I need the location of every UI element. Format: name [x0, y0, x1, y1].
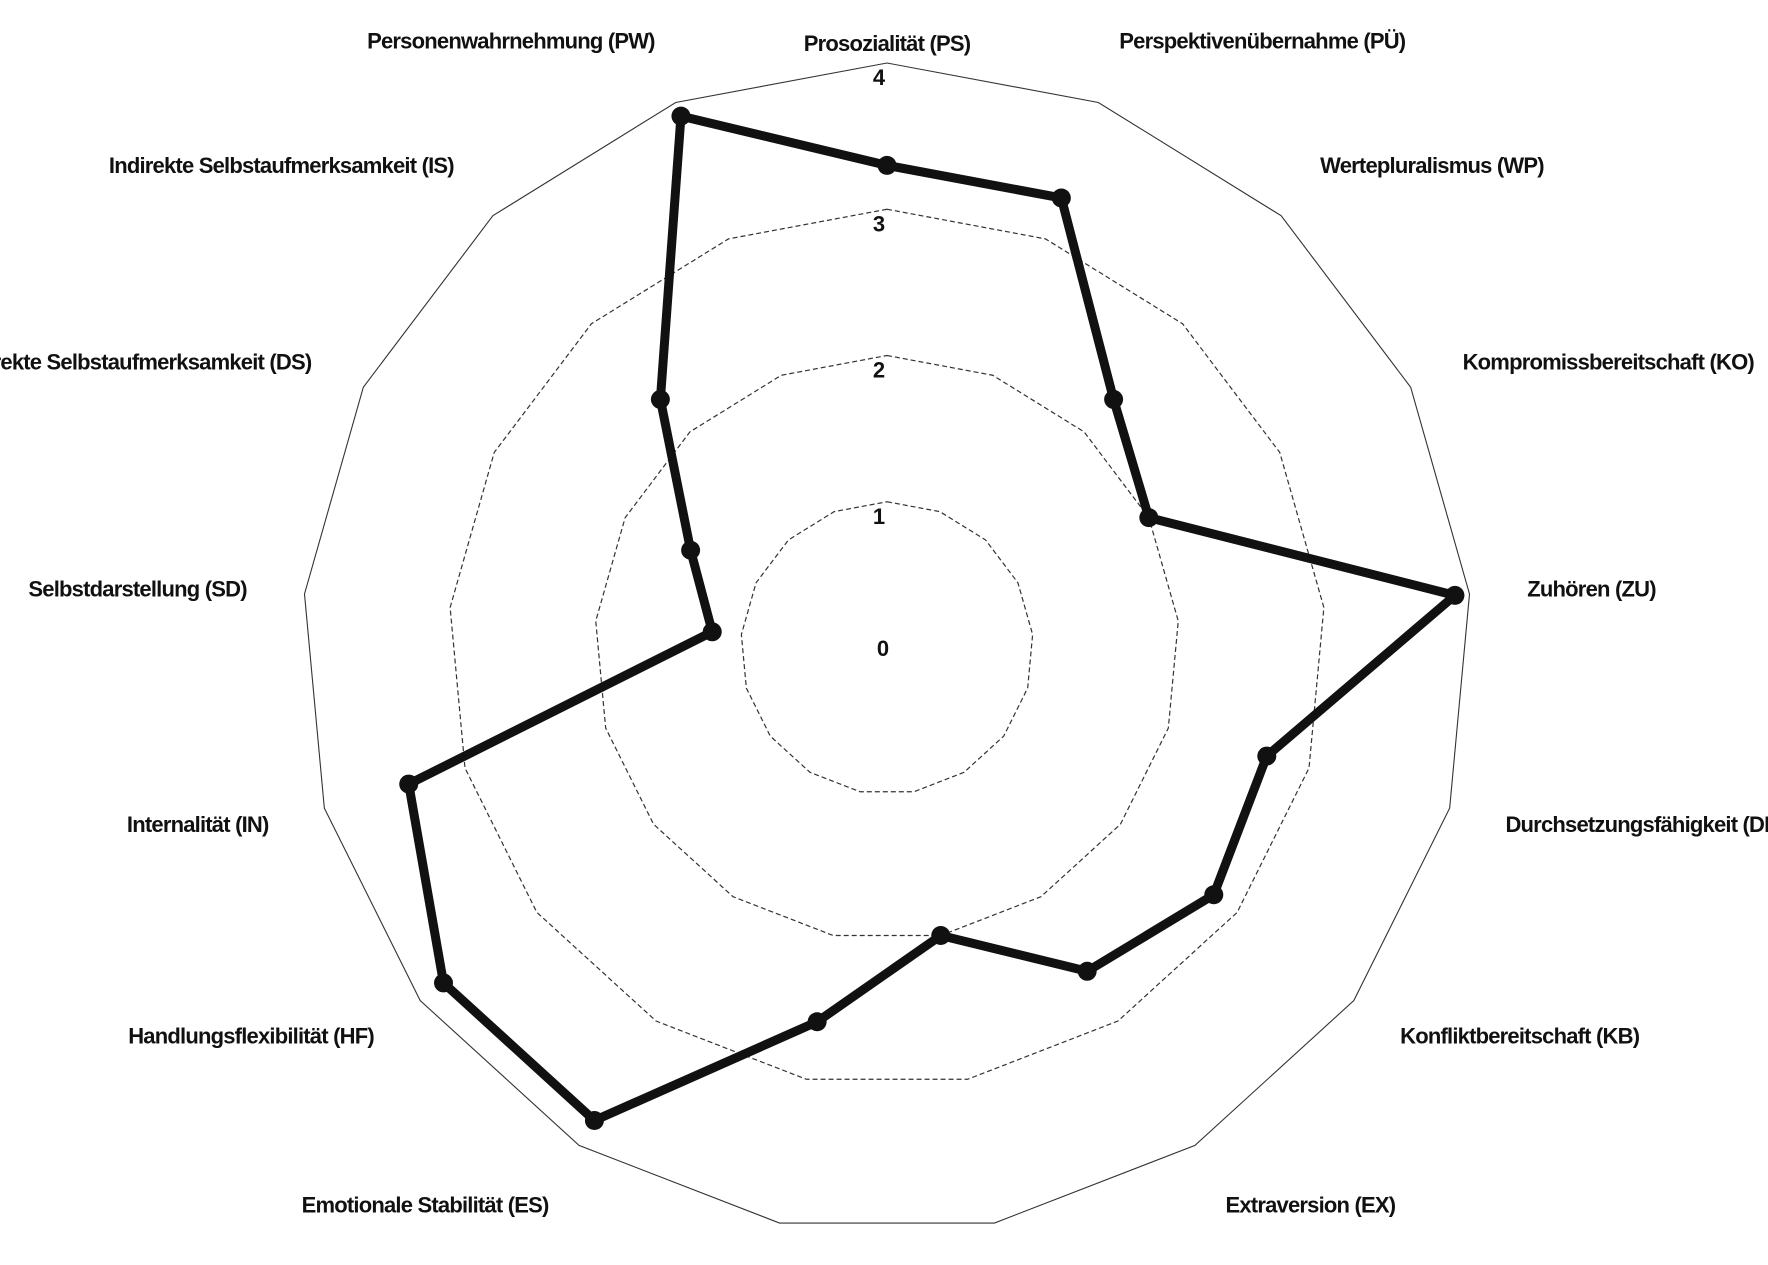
tick-label-4: 4 [873, 65, 886, 90]
axis-label-kompromissbereitschaft-ko: Kompromissbereitschaft (KO) [1463, 349, 1755, 374]
data-point-wertepluralismus-wp [1104, 389, 1124, 409]
axis-label-emotionale-stabilit-t-es: Emotionale Stabilität (ES) [302, 1193, 549, 1218]
data-point-perspektiven-bernahme-p [1051, 188, 1071, 208]
data-point-emotionale-stabilit-t-es [584, 1111, 604, 1131]
axis-label-wertepluralismus-wp: Wertepluralismus (WP) [1320, 153, 1544, 178]
tick-label-3: 3 [873, 211, 885, 236]
data-point-durchsetzungsf-higkeit-df [1257, 746, 1277, 766]
tick-label-1: 1 [873, 504, 885, 529]
data-point-selbstdarstellung-sd [702, 622, 722, 642]
axis-label-perspektiven-bernahme-p: Perspektivenübernahme (PÜ) [1119, 28, 1406, 53]
axis-label-internalit-t-in: Internalität (IN) [127, 812, 269, 837]
data-series [399, 106, 1465, 1131]
data-point-internalit-t-in [399, 774, 419, 794]
grid-ring-1 [740, 501, 1034, 793]
axis-label-selbstdarstellung-sd: Selbstdarstellung (SD) [28, 577, 247, 602]
data-point-indirekte-selbstaufmerksamkeit-is [650, 389, 670, 409]
axis-label-konfliktbereitschaft-kb: Konfliktbereitschaft (KB) [1400, 1023, 1640, 1048]
axis-label-personenwahrnehmung-pw: Personenwahrnehmung (PW) [367, 28, 655, 53]
data-point-extraversion-ex [1077, 961, 1097, 981]
data-point-personenwahrnehmung-pw [671, 106, 691, 126]
data-point-kompromissbereitschaft-ko [1139, 508, 1159, 528]
axis-label-durchsetzungsf-higkeit-df: Durchsetzungsfähigkeit (DF) [1505, 812, 1768, 837]
axis-labels: Prosozialität (PS) Perspektivenübernahme … [0, 28, 1768, 1218]
axis-label-indirekte-selbstaufmerksamkeit-is: Indirekte Selbstaufmerksamkeit (IS) [109, 153, 454, 178]
data-point-handlungsflexibilit-t-hf [434, 973, 454, 993]
grid-ring-4 [303, 62, 1471, 1224]
series-line [404, 111, 1460, 1126]
data-point-direkte-selbstaufmerksamkeit-ds [681, 540, 701, 560]
data-point-entscheidungsfreudigkeit-ef [931, 926, 951, 946]
axis-label-extraversion-ex: Extraversion (EX) [1225, 1193, 1395, 1218]
axis-label-zuh-ren-zu: Zuhören (ZU) [1527, 577, 1656, 602]
data-point-selbstkontrolle-sk [807, 1012, 827, 1032]
tick-label-0: 0 [877, 636, 889, 661]
axis-label-direkte-selbstaufmerksamkeit-ds: Direkte Selbstaufmerksamkeit (DS) [0, 349, 312, 374]
axis-label-handlungsflexibilit-t-hf: Handlungsflexibilität (HF) [128, 1023, 374, 1048]
axis-label-prosozialit-t-ps: Prosozialität (PS) [804, 31, 971, 56]
data-point-zuh-ren-zu [1445, 585, 1465, 605]
tick-label-2: 2 [873, 358, 885, 383]
data-point-prosozialit-t-ps [877, 155, 897, 175]
radar-grid [303, 62, 1471, 1224]
grid-ring-3 [449, 208, 1325, 1080]
grid-ring-2 [595, 354, 1179, 937]
data-point-konfliktbereitschaft-kb [1204, 885, 1224, 905]
radial-tick-labels: 0 1 2 3 4 [873, 65, 889, 661]
